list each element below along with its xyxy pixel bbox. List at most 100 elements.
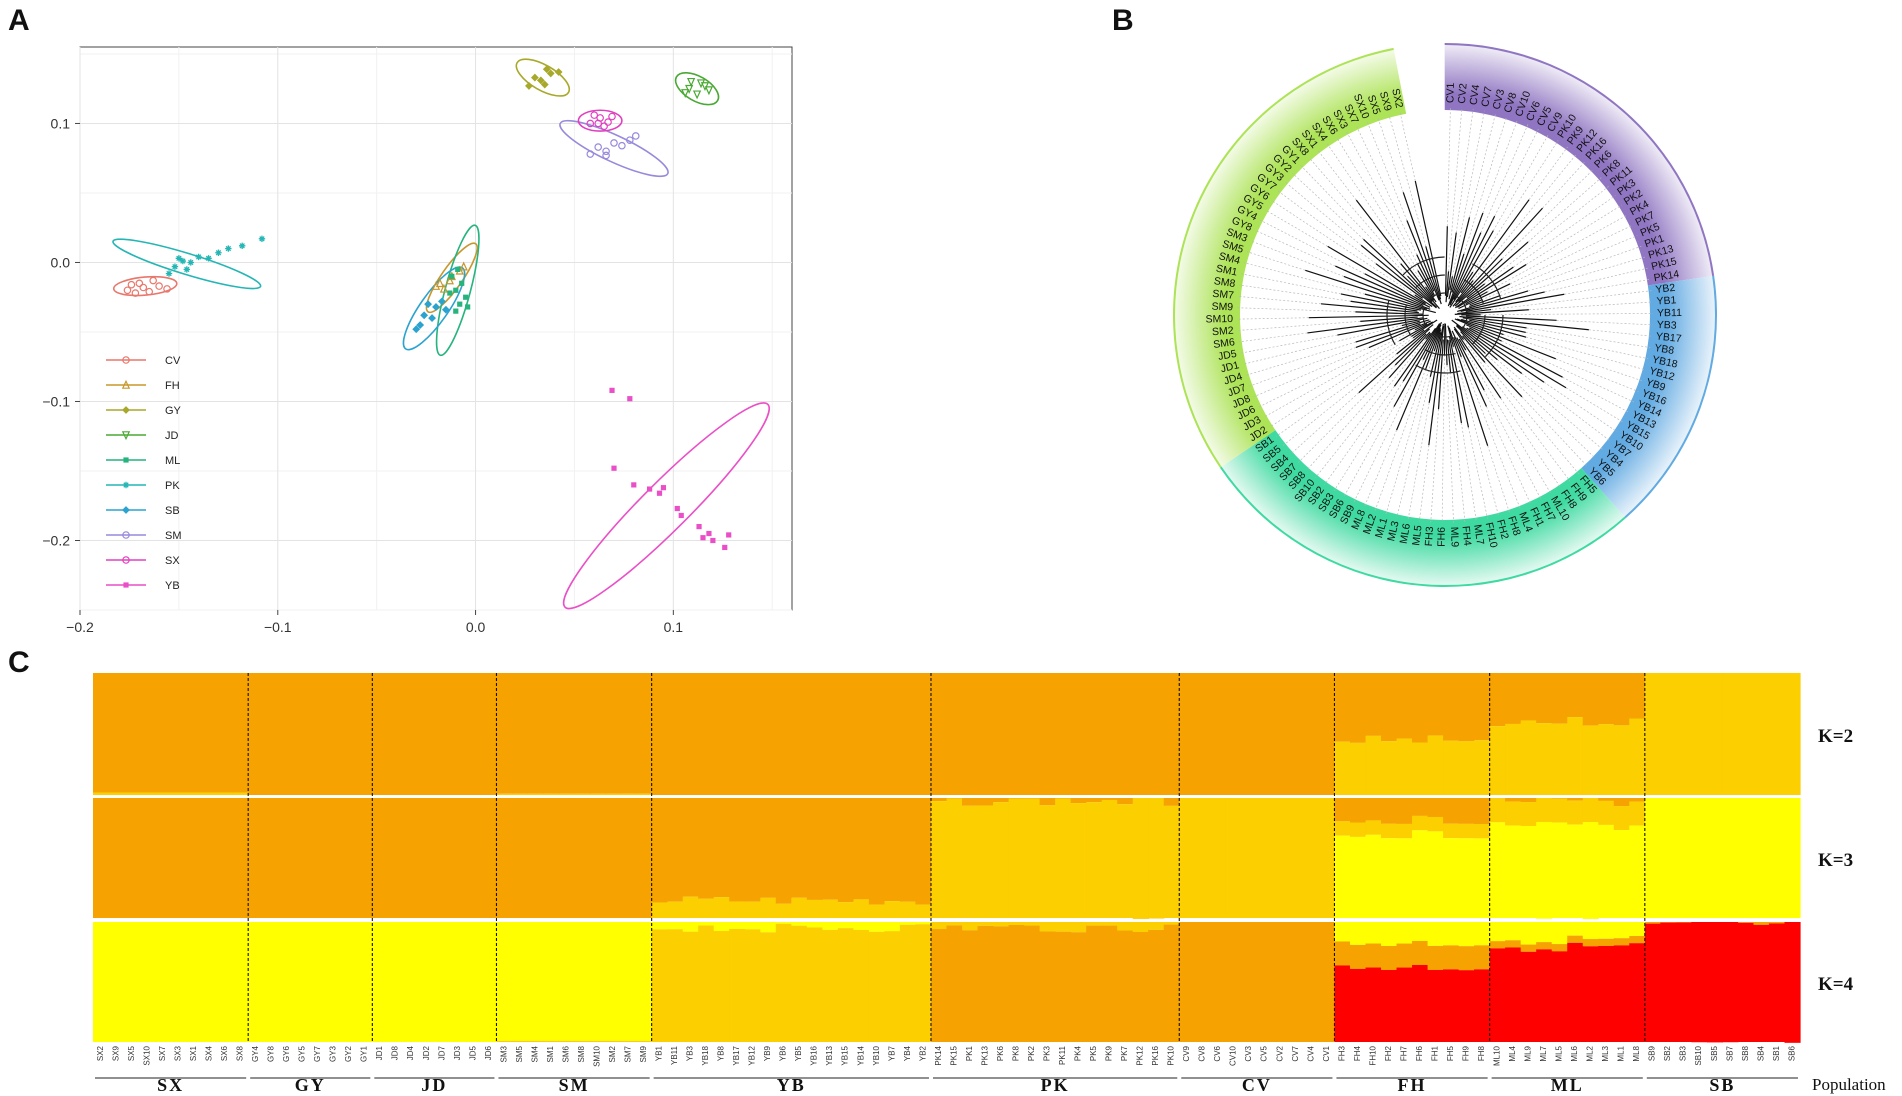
branch	[1337, 317, 1428, 336]
bar-segment-k-2	[1660, 673, 1677, 795]
individual-label: SB9	[1648, 1045, 1657, 1061]
bar-segment-k-4	[1365, 943, 1382, 968]
individual-label: YB13	[825, 1045, 834, 1065]
bar-segment-k-2	[1582, 673, 1599, 726]
bar-segment-k-4	[962, 930, 979, 1042]
individual-label: GY4	[251, 1045, 260, 1062]
bar-segment-k-4	[915, 924, 932, 1042]
individual-label: SX5	[127, 1045, 136, 1061]
branch	[1340, 293, 1422, 311]
bar-segment-k-4	[853, 922, 870, 930]
individual-label: SX7	[158, 1045, 167, 1061]
bar-segment-k-4	[1101, 925, 1118, 1042]
legend-label-jd: JD	[165, 430, 179, 442]
branch-guide	[1502, 169, 1594, 259]
branch-guide	[1430, 409, 1439, 523]
bar-segment-k-4	[1458, 946, 1475, 971]
point-pk	[179, 257, 187, 265]
bar-segment-k-3	[1784, 798, 1801, 918]
branch-guide	[1503, 334, 1643, 382]
bar-segment-k-3	[1070, 798, 1087, 804]
branch-guide	[1463, 339, 1571, 482]
bar-segment-k-2	[93, 792, 110, 795]
branch	[1446, 339, 1452, 373]
bar-segment-k-4	[1598, 938, 1615, 946]
bar-segment-k-4	[217, 922, 234, 1042]
ellipse-sm	[559, 119, 669, 178]
individual-label: YB15	[841, 1045, 850, 1065]
bar-segment-k-4	[1210, 922, 1227, 1042]
branch	[1393, 323, 1441, 407]
legend-label-pk: PK	[165, 480, 180, 492]
bar-segment-k-4	[232, 922, 249, 1042]
bar-segment-k-3	[868, 798, 886, 905]
bar-segment-k-3	[1334, 798, 1351, 822]
branch-guide	[1237, 320, 1361, 331]
bar-segment-k-3	[325, 798, 342, 918]
bar-segment-k-3	[1737, 798, 1755, 918]
branch-guide	[1263, 340, 1400, 418]
point-jd	[681, 89, 690, 99]
bar-segment-k-3	[1598, 824, 1615, 918]
point-pk	[225, 245, 232, 252]
individual-label: SM5	[515, 1045, 524, 1062]
branch	[1425, 246, 1442, 300]
branch-guide	[1500, 245, 1642, 296]
point-sx	[586, 119, 595, 128]
branch-guide	[1277, 190, 1377, 264]
branch	[1449, 271, 1474, 308]
point-pk	[258, 235, 266, 243]
legend-label-ml: ML	[165, 455, 180, 467]
branch	[1454, 241, 1529, 307]
bar-segment-k-3	[1179, 798, 1196, 918]
bar-segment-k-2	[527, 673, 544, 794]
bar-segment-k-4	[1396, 967, 1413, 1042]
bar-segment-k-3	[1768, 798, 1786, 918]
bar-segment-k-3	[899, 798, 917, 902]
point-sb	[420, 311, 429, 320]
bar-segment-k-2	[124, 792, 141, 795]
bar-segment-k-4	[605, 922, 622, 1041]
legend-key-pk	[122, 481, 130, 489]
bar-segment-k-4	[962, 922, 979, 931]
branch	[1335, 265, 1424, 306]
point-sm	[602, 147, 610, 156]
bar-segment-k-2	[93, 673, 110, 793]
ellipse-pk	[112, 238, 262, 290]
bar-segment-k-3	[232, 798, 249, 918]
branch	[1401, 320, 1420, 327]
bar-segment-k-4	[1070, 932, 1087, 1042]
branch	[1449, 276, 1454, 291]
bar-segment-k-2	[217, 673, 234, 793]
branch-guide	[1528, 301, 1653, 311]
bar-segment-k-3	[186, 798, 203, 918]
tip-label-fh10: FH10	[1483, 521, 1500, 549]
branch	[1411, 319, 1438, 338]
bar-segment-k-4	[1272, 922, 1289, 1042]
individual-label: SB3	[1679, 1045, 1688, 1061]
bar-segment-k-4	[1427, 922, 1444, 946]
bar-segment-k-3	[1055, 798, 1072, 918]
branch	[1461, 326, 1545, 383]
bar-segment-k-2	[1256, 673, 1273, 795]
bar-segment-k-3	[760, 798, 777, 898]
branch-guide	[1284, 181, 1362, 246]
individual-label: SM3	[499, 1045, 508, 1062]
individual-label: PK15	[949, 1045, 958, 1065]
individual-label: YB5	[794, 1045, 803, 1061]
bar-segment-k-4	[1179, 922, 1196, 1042]
branch-guide	[1486, 406, 1532, 505]
bar-segment-k-3	[1163, 805, 1180, 918]
bar-segment-k-4	[946, 925, 963, 1042]
bar-segment-k-3	[155, 798, 172, 918]
point-gy	[554, 68, 563, 76]
bar-segment-k-2	[1458, 673, 1475, 742]
point-yb	[700, 535, 706, 541]
individual-label: SB2	[1663, 1045, 1672, 1061]
branch	[1459, 315, 1589, 331]
branch	[1444, 323, 1448, 366]
bar-segment-k-4	[434, 922, 451, 1042]
bar-segment-k-3	[930, 798, 948, 802]
bar-segment-k-3	[170, 798, 187, 918]
branch-guide	[1490, 290, 1652, 310]
